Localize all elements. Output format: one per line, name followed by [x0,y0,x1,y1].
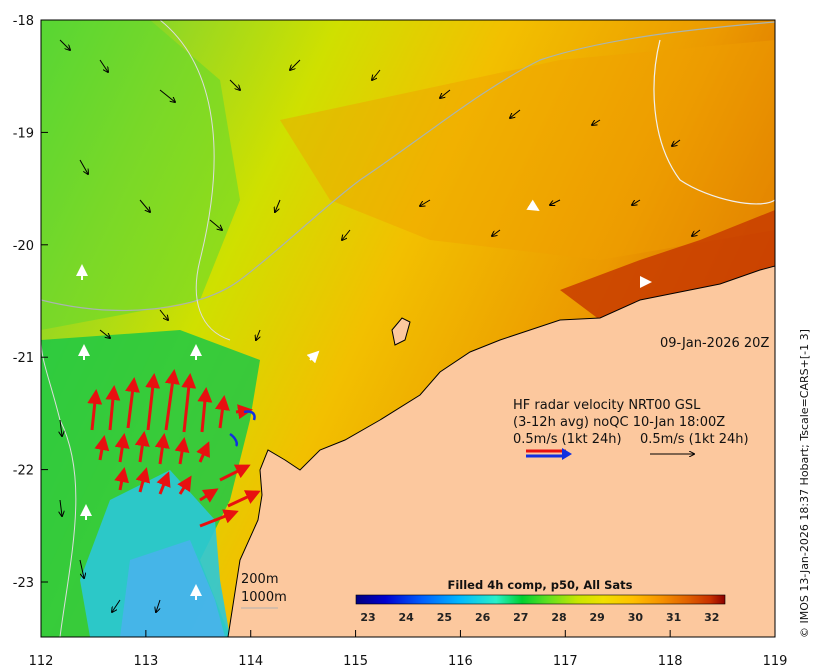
colorbar-tick-label: 32 [704,611,719,624]
radar-scale-arrowhead [562,448,572,460]
contour-1000m-east [653,39,775,205]
colorbar-tick-label: 23 [360,611,375,624]
hf-radar-legend: HF radar velocity NRT00 GSL (3-12h avg) … [513,398,749,460]
colorbar-tick-label: 27 [513,611,528,624]
colorbar-tick-label: 29 [590,611,605,624]
current-vectors [60,39,701,612]
sst-patch-coldest-core [120,540,225,637]
lat-tick-label: -18 [13,14,34,29]
plot-frame [40,19,776,638]
colorbar-tick-label: 28 [551,611,566,624]
credit-label: © IMOS 13-Jan-2026 18:37 Hobart; Tscale=… [798,329,811,638]
radar-legend-line1: HF radar velocity NRT00 GSL [513,398,701,413]
latitude-axis: -18 -19 -20 -21 -22 -23 [13,14,48,591]
lon-tick-label: 113 [133,654,158,669]
sst-patch-green [41,20,240,330]
contour-1000m-north [159,20,231,341]
colorbar-title: Filled 4h comp, p50, All Sats [448,578,633,592]
lon-tick-label: 115 [343,654,368,669]
contour-legend: 200m 1000m [241,572,287,609]
contour-label-1000m: 1000m [241,590,287,605]
colorbar-ramp [355,594,726,605]
lat-tick-label: -20 [13,239,34,254]
lon-tick-label: 112 [29,654,54,669]
hf-radar-vectors-blue [229,410,256,447]
sst-patch-warm [280,40,775,260]
radar-scale-right-label: 0.5m/s (1kt 24h) [640,432,749,447]
island [391,317,411,346]
date-label: 09-Jan-2026 20Z [660,336,769,351]
contour-200m [41,21,775,311]
white-vectors [76,199,652,600]
radar-legend-line2: (3-12h avg) noQC 10-Jan 18:00Z [513,415,725,430]
radar-scale-left-label: 0.5m/s (1kt 24h) [513,432,622,447]
colorbar-tick-label: 31 [666,611,681,624]
colorbar-tick-label: 30 [628,611,644,624]
colorbar-tick-label: 25 [437,611,452,624]
lat-tick-label: -22 [13,464,34,479]
lat-tick-label: -23 [13,576,34,591]
lon-tick-label: 118 [658,654,683,669]
contour-label-200m: 200m [241,572,278,587]
map-plot-area: 09-Jan-2026 20Z HF radar velocity NRT00 … [41,20,775,637]
lon-tick-label: 119 [763,654,788,669]
hf-radar-vectors [87,369,261,528]
colorbar-tick-label: 24 [399,611,415,624]
lon-tick-label: 117 [553,654,578,669]
colorbar: Filled 4h comp, p50, All Sats 23 24 25 26 27… [355,578,726,624]
land-mass [227,265,775,637]
lon-tick-label: 116 [448,654,473,669]
longitude-axis: 112 113 114 115 116 117 118 119 [29,630,788,669]
lat-tick-label: -21 [13,351,34,366]
lat-tick-label: -19 [13,126,34,141]
colorbar-tick-label: 26 [475,611,491,624]
contour-1000m-west [41,339,77,637]
colorbar-labels: 23 24 25 26 27 28 29 30 31 32 [360,611,719,624]
lon-tick-label: 114 [238,654,263,669]
